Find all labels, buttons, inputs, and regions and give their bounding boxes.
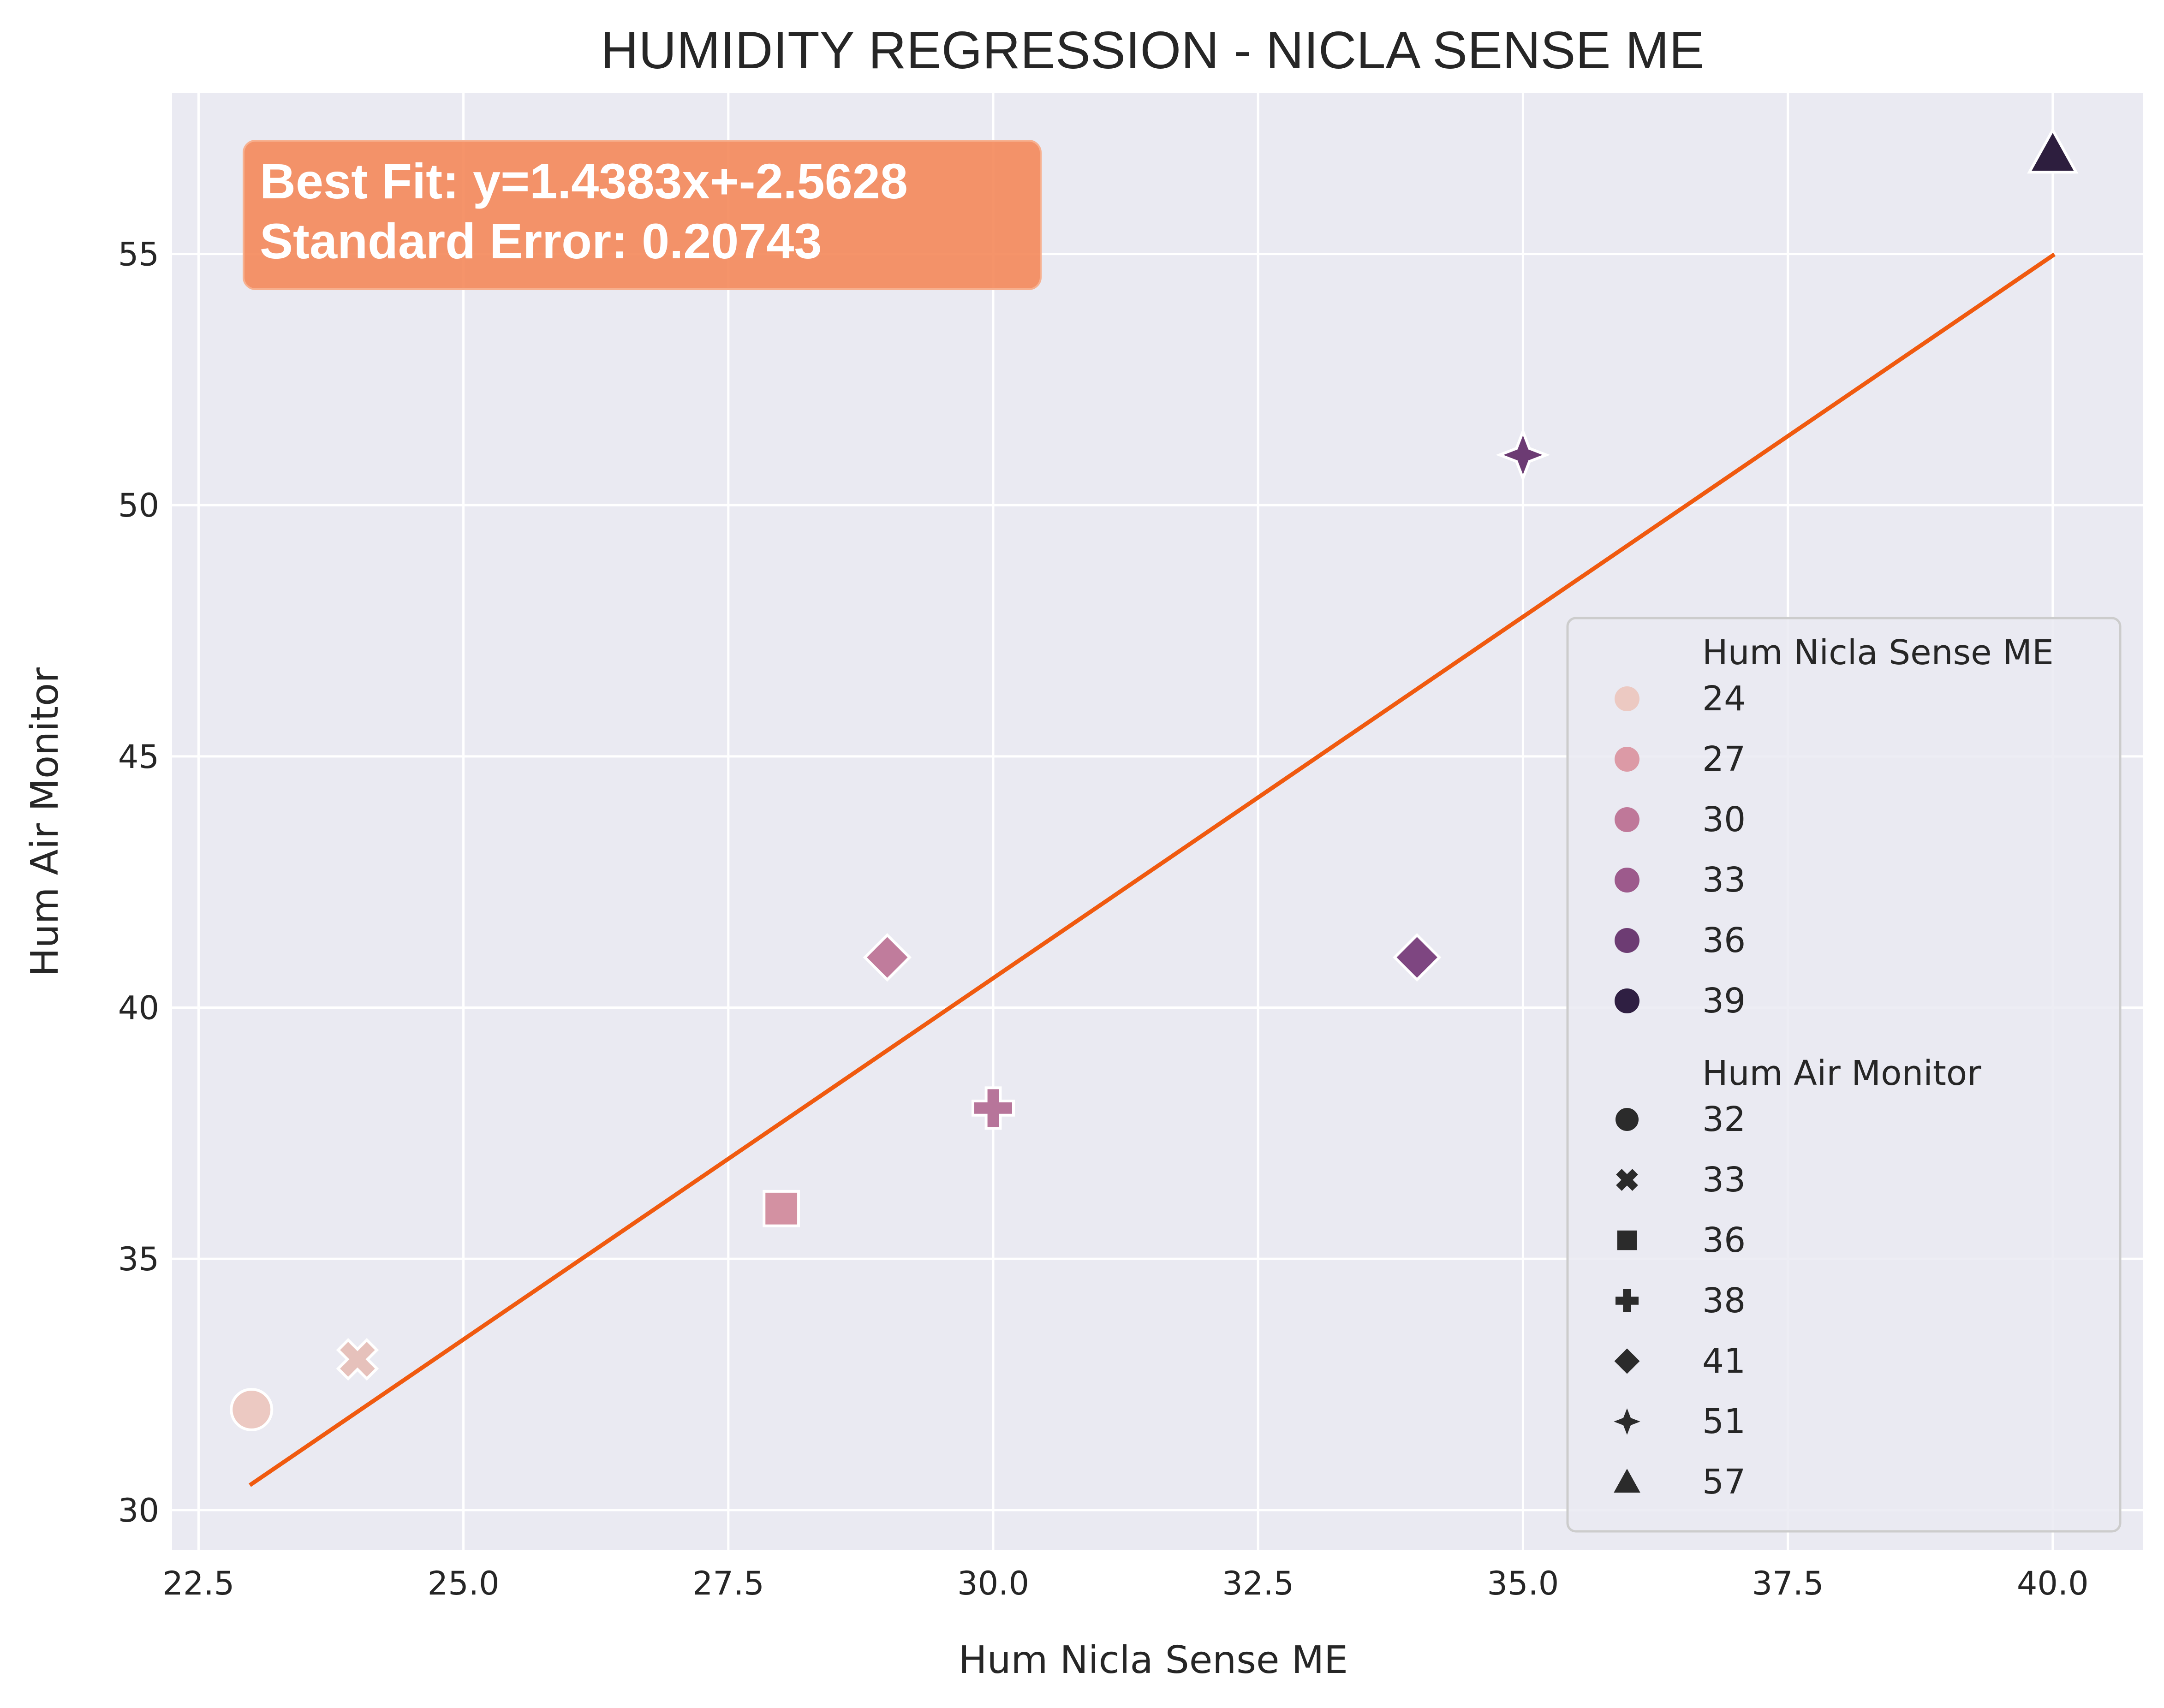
x-tick-label: 40.0 [2017,1565,2089,1602]
x-tick-label: 37.5 [1752,1565,1824,1602]
x-tick-label: 25.0 [428,1565,500,1602]
legend-hue-marker [1615,928,1639,953]
y-tick-label: 50 [118,487,159,524]
legend-style-label: 38 [1702,1281,1746,1321]
best-fit-line-group [249,252,2056,1487]
legend-hue-label: 30 [1702,800,1746,839]
y-tick-label: 35 [118,1240,159,1278]
scatter-point [863,933,912,982]
legend-style-label: 57 [1702,1462,1746,1502]
legend-style-marker [1616,1289,1639,1312]
scatter-point [2027,127,2079,174]
legend-style-title: Hum Air Monitor [1702,1053,1981,1093]
legend-frame [1566,617,2122,1533]
legend-style-entries: 32 33 36 38 41 51 57 [1614,1100,1746,1502]
legend-style-label: 32 [1702,1100,1746,1139]
x-tick-label: 27.5 [692,1565,764,1602]
legend-style-marker [1616,1169,1638,1191]
legend: Hum Nicla Sense ME 24 27 30 33 36 39 Hum Air … [1566,617,2122,1533]
best-fit-line [249,252,2056,1487]
y-tick-label: 30 [118,1492,159,1529]
standard-error: Standard Error: 0.20743 [260,213,822,269]
y-tick-label: 40 [118,989,159,1027]
legend-hue-marker [1615,747,1639,772]
legend-hue-marker [1615,686,1639,711]
legend-style-marker [1614,1408,1640,1435]
y-tick-labels: 30 35 40 45 50 55 [118,236,159,1529]
scatter-point [1496,428,1550,482]
legend-style-marker [1614,1348,1640,1374]
x-tick-label: 22.5 [162,1565,234,1602]
x-tick-labels: 22.5 25.0 27.5 30.0 32.5 35.0 37.5 40.0 [162,1565,2088,1602]
scatter-point [1393,933,1442,982]
y-tick-label: 45 [118,738,159,776]
scatter-point [972,1086,1015,1130]
scatter-point [763,1190,800,1227]
scatter-point [336,1338,379,1381]
legend-hue-title: Hum Nicla Sense ME [1702,633,2054,672]
x-tick-label: 30.0 [957,1565,1029,1602]
legend-style-label: 41 [1702,1341,1746,1381]
legend-style-label: 51 [1702,1402,1746,1441]
scatter-points [230,127,2079,1431]
legend-hue-label: 36 [1702,921,1746,960]
legend-style-marker [1617,1230,1637,1250]
legend-hue-marker [1615,988,1639,1013]
legend-style-label: 33 [1702,1160,1746,1200]
annotation-box: Best Fit: y=1.4383x+-2.5628 Standard Err… [243,140,1042,290]
legend-style-label: 36 [1702,1220,1746,1260]
legend-hue-label: 39 [1702,981,1746,1021]
scatter-point [230,1387,274,1431]
y-axis-label: Hum Air Monitor [23,667,67,976]
x-tick-label: 32.5 [1222,1565,1294,1602]
legend-style-marker [1614,1469,1640,1493]
legend-hue-label: 27 [1702,739,1746,779]
legend-hue-label: 33 [1702,860,1746,900]
legend-hue-entries: 24 27 30 33 36 39 [1615,679,1746,1021]
best-fit-equation: Best Fit: y=1.4383x+-2.5628 [260,153,908,209]
x-axis-label: Hum Nicla Sense ME [959,1638,1348,1682]
legend-hue-label: 24 [1702,679,1746,719]
x-tick-label: 35.0 [1487,1565,1559,1602]
legend-style-marker [1616,1108,1639,1131]
chart-title: HUMIDITY REGRESSION - NICLA SENSE ME [601,21,1704,80]
legend-hue-marker [1615,807,1639,832]
legend-hue-marker [1615,868,1639,893]
y-tick-label: 55 [118,236,159,274]
